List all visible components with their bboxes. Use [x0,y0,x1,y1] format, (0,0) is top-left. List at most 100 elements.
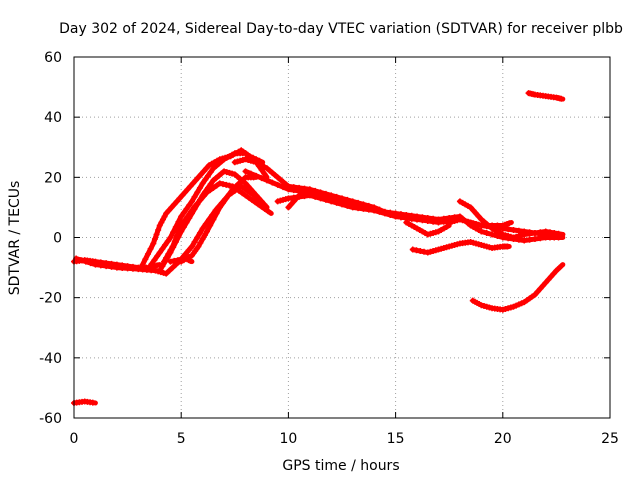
data-point [186,202,193,209]
data-point [280,184,287,191]
data-point [163,270,170,277]
data-point [181,217,188,224]
data-point [192,177,199,184]
data-point [191,193,198,200]
data-point [515,227,522,234]
data-point [161,213,168,220]
data-point [392,210,399,217]
data-point [194,189,201,196]
data-point [169,243,176,250]
data-point [187,183,194,190]
data-point [92,261,99,268]
data-point [196,184,203,191]
data-point [421,248,428,255]
data-point [521,231,528,238]
data-point [526,236,533,243]
data-point [129,265,136,272]
data-point [542,279,549,286]
data-point [542,228,549,235]
data-point [467,204,474,211]
data-point [241,185,248,192]
axis-ticks: 0 5 10 15 20 25 -60 -40 -20 0 20 40 60 [39,50,619,447]
series-line-s18 [470,262,566,313]
data-point [172,223,179,230]
data-point [548,273,555,280]
data-series [71,90,566,406]
x-tick-label: 0 [70,431,79,447]
data-point [257,198,264,205]
data-point [171,257,178,264]
data-point [87,260,94,267]
data-point [165,207,172,214]
data-point [245,194,252,201]
data-point [194,200,201,207]
y-tick-label: -60 [39,411,62,427]
data-point [381,208,388,215]
data-point [558,263,565,270]
data-point [203,189,210,196]
data-point [263,177,270,184]
data-point [558,95,565,102]
data-point [97,262,104,269]
data-point [242,192,249,199]
data-point [158,219,165,226]
data-point [223,181,230,188]
data-point [156,249,163,256]
data-point [173,232,180,239]
x-axis-label: GPS time / hours [282,458,399,474]
data-point [200,193,207,200]
data-point [473,210,479,217]
data-point [440,215,447,222]
data-point [545,276,552,283]
data-point [555,230,562,237]
data-point [478,222,485,229]
data-point [419,214,426,221]
y-axis-label: SDTVAR / TECUs [7,181,23,296]
data-point [191,239,198,246]
data-point [187,257,194,264]
data-point [147,245,154,252]
data-point [213,182,220,189]
data-point [540,282,546,289]
data-point [470,207,477,214]
data-point [170,229,177,236]
data-point [424,214,431,221]
data-point [207,169,214,176]
data-point [397,211,404,218]
data-point [531,229,538,236]
data-point [333,199,340,206]
data-point [150,240,157,247]
data-point [220,199,227,206]
data-point [124,265,131,272]
data-point [195,243,202,250]
data-point [288,201,295,208]
data-point [216,180,223,187]
data-point [197,239,204,246]
data-point [156,267,163,274]
data-point [180,209,187,216]
y-tick-label: 20 [44,170,62,186]
data-point [168,204,175,211]
data-point [248,196,255,203]
data-point [188,198,195,205]
data-point [178,256,185,263]
data-point [526,230,533,237]
data-point [181,189,188,196]
data-point [159,216,166,223]
data-point [202,176,209,183]
data-point [173,198,180,205]
data-point [489,231,496,238]
data-point [251,192,258,199]
data-point [285,204,292,211]
data-point [274,181,281,188]
data-point [290,194,297,201]
data-point [252,199,259,206]
data-point [417,248,424,255]
data-point [510,226,517,233]
data-point [260,201,267,208]
data-point [199,236,206,243]
data-point [108,263,115,270]
data-point [169,264,176,271]
y-tick-label: 40 [44,110,62,126]
grid-lines [74,57,610,418]
